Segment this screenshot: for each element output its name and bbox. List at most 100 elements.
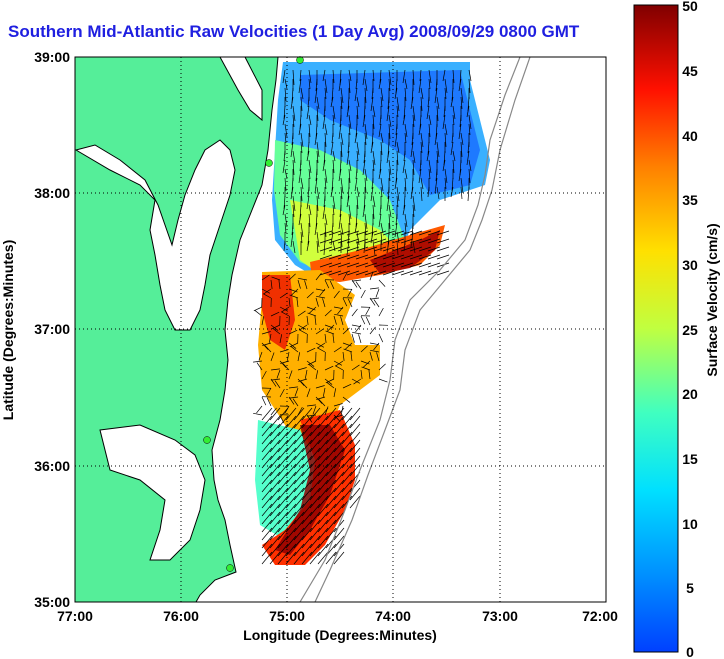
velocity-arrow	[317, 463, 329, 477]
velocity-arrow	[300, 231, 303, 244]
velocity-arrow	[325, 431, 337, 445]
velocity-arrow	[288, 273, 296, 281]
velocity-arrow	[338, 213, 342, 230]
velocity-arrow	[293, 415, 305, 429]
velocity-arrow	[375, 288, 380, 298]
velocity-arrow	[268, 333, 272, 343]
velocity-arrow	[364, 230, 378, 236]
velocity-arrow	[427, 96, 430, 108]
velocity-arrow	[412, 240, 416, 254]
velocity-arrow	[396, 141, 400, 154]
velocity-arrow	[378, 307, 384, 317]
velocity-arrow	[277, 519, 289, 533]
velocity-arrow	[373, 270, 387, 276]
velocity-arrow	[308, 123, 311, 138]
velocity-arrow	[329, 280, 335, 290]
velocity-arrow	[444, 78, 448, 94]
velocity-arrow	[285, 495, 297, 509]
velocity-arrow	[364, 262, 378, 268]
velocity-arrow	[435, 78, 438, 92]
velocity-arrow	[450, 141, 454, 156]
velocity-arrow	[317, 503, 329, 517]
velocity-arrow	[285, 511, 297, 525]
velocity-arrow	[379, 159, 382, 174]
velocity-arrow	[293, 511, 305, 525]
velocity-arrow	[382, 246, 396, 252]
velocity-arrow	[277, 495, 289, 509]
velocity-arrow	[292, 159, 295, 176]
velocity-arrow	[319, 262, 333, 268]
velocity-arrow	[317, 511, 329, 525]
velocity-arrow	[426, 150, 430, 162]
velocity-arrow	[380, 177, 384, 192]
velocity-arrow	[418, 78, 422, 94]
velocity-arrow	[351, 364, 360, 371]
velocity-arrow	[316, 347, 326, 353]
velocity-arrow	[282, 159, 286, 174]
velocity-arrow	[427, 246, 441, 252]
velocity-arrow	[300, 177, 304, 190]
velocity-arrow	[355, 246, 369, 252]
velocity-arrow	[325, 511, 337, 525]
velocity-arrow	[297, 352, 301, 362]
velocity-arrow	[261, 331, 271, 335]
colorbar-tick: 45	[682, 63, 698, 79]
velocity-arrow	[351, 378, 361, 384]
velocity-arrow	[270, 407, 277, 416]
velocity-arrow	[277, 551, 289, 565]
velocity-arrow	[319, 288, 326, 297]
velocity-arrow	[337, 306, 344, 315]
velocity-arrow	[270, 352, 275, 362]
x-tick: 74:00	[375, 608, 411, 624]
velocity-arrow	[309, 407, 321, 421]
velocity-arrow	[325, 378, 335, 384]
velocity-arrow	[284, 132, 287, 144]
velocity-arrow	[391, 246, 405, 252]
velocity-arrow	[301, 487, 313, 501]
velocity-arrow	[325, 495, 337, 509]
velocity-arrow	[298, 123, 302, 136]
velocity-arrow	[340, 87, 344, 104]
velocity-arrow	[330, 96, 334, 108]
velocity-arrow	[340, 141, 343, 158]
velocity-arrow	[355, 230, 369, 236]
velocity-arrow	[468, 69, 472, 82]
velocity-arrow	[373, 299, 380, 308]
velocity-arrow	[322, 159, 326, 172]
velocity-arrow	[290, 346, 299, 353]
velocity-arrow	[309, 447, 321, 461]
velocity-arrow	[324, 365, 334, 371]
velocity-arrow	[363, 150, 366, 164]
velocity-arrow	[292, 398, 299, 407]
velocity-arrow	[324, 177, 327, 190]
velocity-arrow	[317, 519, 329, 533]
velocity-arrow	[468, 159, 472, 172]
velocity-arrow	[436, 141, 440, 158]
velocity-arrow	[258, 351, 263, 361]
velocity-arrow	[341, 463, 353, 477]
velocity-arrow	[322, 114, 326, 130]
colorbar-tick: 30	[682, 257, 698, 273]
velocity-arrow	[467, 141, 470, 154]
velocity-arrow	[280, 360, 290, 364]
velocity-arrow	[261, 342, 269, 350]
velocity-arrow	[331, 87, 334, 102]
velocity-arrow	[293, 407, 305, 421]
velocity-arrow	[460, 87, 464, 104]
velocity-arrow	[306, 150, 310, 162]
velocity-arrow	[277, 511, 289, 525]
velocity-arrow	[394, 132, 398, 148]
velocity-arrow	[365, 306, 371, 316]
colorbar-tick: 20	[682, 386, 698, 402]
velocity-arrow	[256, 362, 263, 371]
velocity-arrow	[325, 527, 337, 541]
velocity-arrow	[315, 385, 325, 389]
velocity-arrow	[308, 69, 312, 84]
velocity-arrow	[285, 543, 297, 557]
velocity-arrow	[450, 96, 454, 108]
velocity-arrow	[341, 423, 353, 437]
velocity-arrow	[256, 405, 263, 414]
velocity-arrow	[342, 327, 350, 335]
velocity-arrow	[347, 231, 350, 244]
velocity-arrow	[396, 150, 399, 166]
